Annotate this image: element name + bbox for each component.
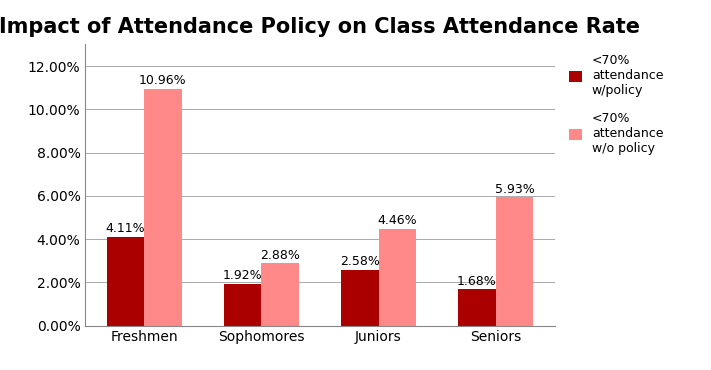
Text: 10.96%: 10.96%: [139, 74, 187, 87]
Text: 4.11%: 4.11%: [106, 222, 145, 235]
Bar: [262, 263, 299, 326]
Text: 1.92%: 1.92%: [223, 269, 262, 282]
Bar: [341, 270, 378, 326]
Bar: [144, 88, 181, 326]
Bar: [496, 197, 533, 326]
Text: 2.58%: 2.58%: [340, 255, 380, 268]
Text: 2.88%: 2.88%: [260, 249, 300, 262]
Bar: [459, 289, 496, 326]
Bar: [107, 237, 144, 326]
Legend: <70%
attendance
w/policy, <70%
attendance
w/o policy: <70% attendance w/policy, <70% attendanc…: [565, 51, 667, 159]
Bar: [224, 284, 262, 326]
Bar: [378, 229, 416, 326]
Title: Impact of Attendance Policy on Class Attendance Rate: Impact of Attendance Policy on Class Att…: [0, 17, 641, 37]
Text: 5.93%: 5.93%: [495, 183, 535, 196]
Text: 4.46%: 4.46%: [378, 214, 417, 228]
Text: 1.68%: 1.68%: [457, 275, 497, 287]
